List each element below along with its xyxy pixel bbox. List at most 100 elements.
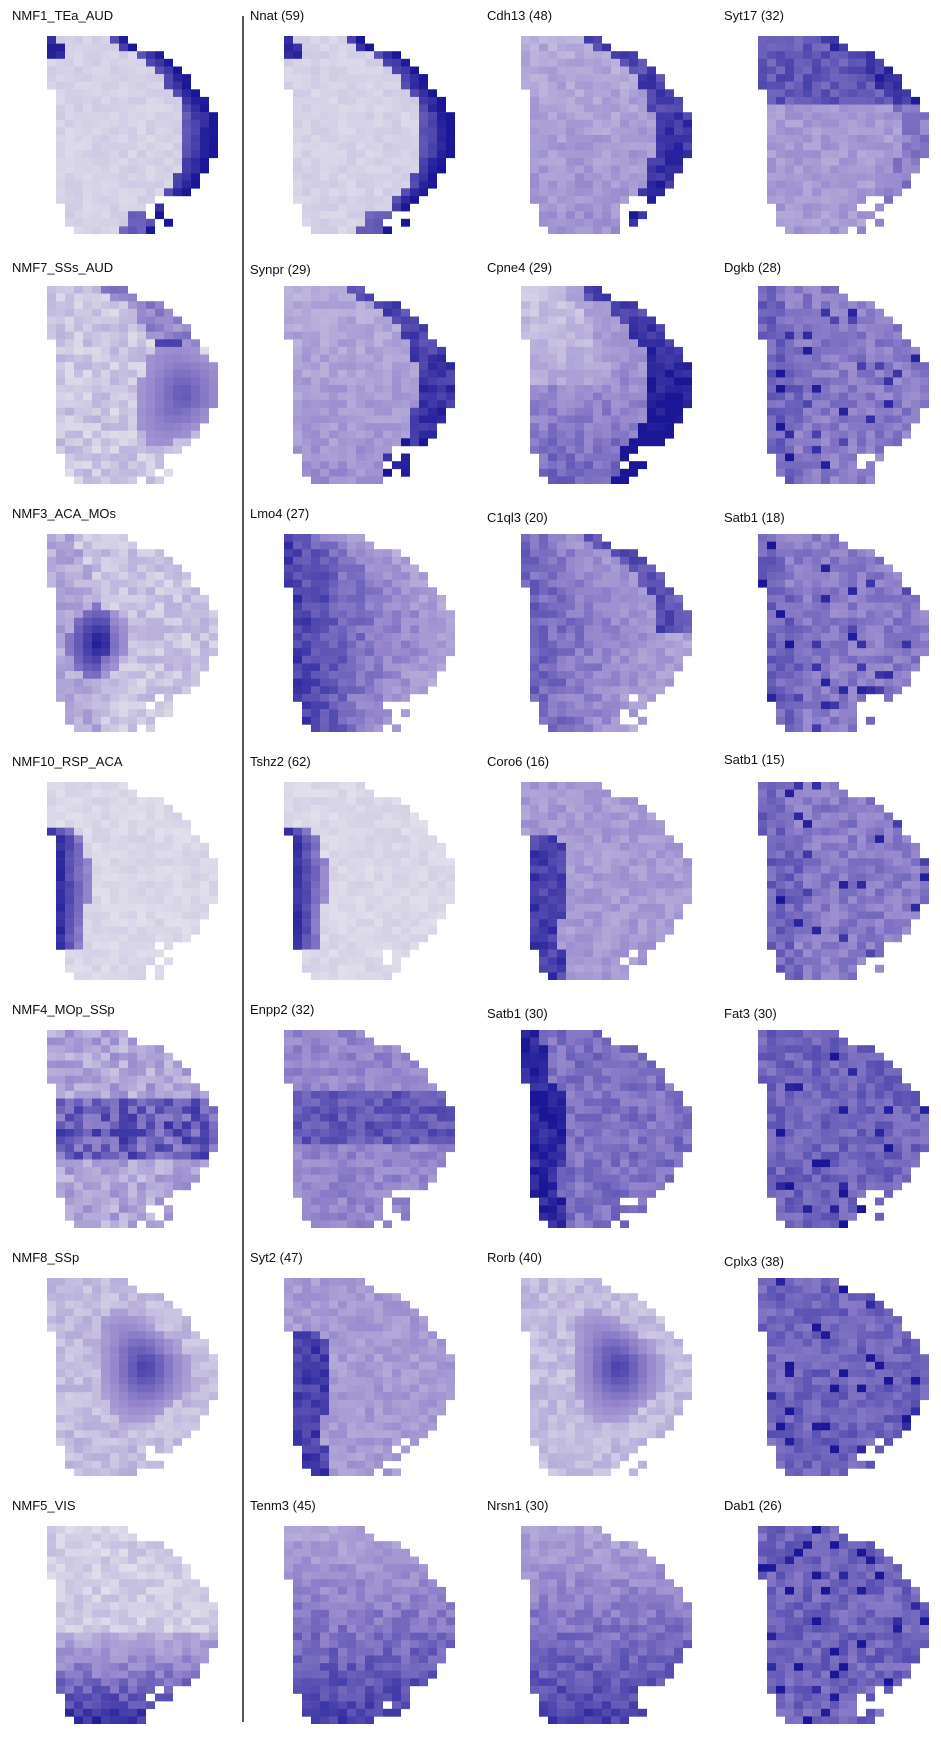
- map-cell: [146, 565, 155, 573]
- map-cell: [302, 377, 311, 385]
- map-cell: [92, 679, 101, 687]
- map-cell: [191, 835, 200, 843]
- map-cell: [101, 717, 110, 725]
- map-cell: [794, 324, 803, 332]
- map-cell: [638, 67, 647, 75]
- map-cell: [602, 476, 611, 484]
- map-cell: [839, 143, 848, 151]
- map-cell: [812, 671, 821, 679]
- map-cell: [74, 587, 83, 595]
- map-cell: [374, 694, 383, 702]
- map-cell: [128, 120, 137, 128]
- map-cell: [419, 332, 428, 340]
- map-cell: [338, 135, 347, 143]
- map-cell: [101, 873, 110, 881]
- map-cell: [521, 286, 530, 294]
- map-cell: [611, 188, 620, 196]
- map-cell: [548, 74, 557, 82]
- map-cell: [101, 896, 110, 904]
- map-cell: [539, 324, 548, 332]
- map-cell: [128, 166, 137, 174]
- map-cell: [128, 843, 137, 851]
- map-cell: [410, 362, 419, 370]
- map-cell: [392, 82, 401, 90]
- map-cell: [821, 724, 830, 732]
- map-cell: [647, 74, 656, 82]
- map-cell: [164, 889, 173, 897]
- map-cell: [428, 664, 437, 672]
- map-cell: [410, 105, 419, 113]
- map-cell: [539, 580, 548, 588]
- map-cell: [191, 679, 200, 687]
- map-cell: [674, 603, 683, 611]
- map-cell: [74, 805, 83, 813]
- map-cell: [173, 431, 182, 439]
- map-cell: [338, 120, 347, 128]
- map-cell: [611, 618, 620, 626]
- map-cell: [593, 557, 602, 565]
- map-cell: [410, 377, 419, 385]
- panel: Cpne4 (29): [484, 252, 716, 500]
- map-cell: [656, 423, 665, 431]
- map-cell: [437, 393, 446, 401]
- map-cell: [83, 641, 92, 649]
- map-cell: [137, 219, 146, 227]
- map-cell: [155, 408, 164, 416]
- map-cell: [602, 370, 611, 378]
- map-cell: [821, 580, 830, 588]
- map-cell: [593, 181, 602, 189]
- map-cell: [182, 347, 191, 355]
- map-cell: [638, 641, 647, 649]
- map-cell: [83, 150, 92, 158]
- map-cell: [638, 400, 647, 408]
- map-cell: [803, 97, 812, 105]
- map-cell: [311, 196, 320, 204]
- map-cell: [401, 127, 410, 135]
- map-cell: [173, 851, 182, 859]
- map-cell: [164, 438, 173, 446]
- map-cell: [530, 105, 539, 113]
- map-cell: [110, 347, 119, 355]
- map-cell: [302, 431, 311, 439]
- map-cell: [557, 219, 566, 227]
- map-cell: [548, 211, 557, 219]
- map-cell: [839, 135, 848, 143]
- map-cell: [311, 603, 320, 611]
- map-cell: [911, 105, 920, 113]
- map-cell: [647, 120, 656, 128]
- map-cell: [620, 67, 629, 75]
- map-cell: [776, 664, 785, 672]
- map-cell: [857, 694, 866, 702]
- map-cell: [875, 355, 884, 363]
- map-cell: [110, 377, 119, 385]
- map-cell: [419, 158, 428, 166]
- map-cell: [902, 618, 911, 626]
- map-cell: [209, 873, 218, 881]
- map-cell: [812, 135, 821, 143]
- map-cell: [848, 377, 857, 385]
- map-cell: [557, 377, 566, 385]
- map-cell: [365, 618, 374, 626]
- map-cell: [419, 97, 428, 105]
- map-cell: [620, 158, 629, 166]
- map-cell: [920, 393, 929, 401]
- map-cell: [776, 542, 785, 550]
- map-cell: [110, 625, 119, 633]
- map-cell: [302, 671, 311, 679]
- map-cell: [785, 44, 794, 52]
- map-cell: [128, 461, 137, 469]
- map-cell: [830, 408, 839, 416]
- map-cell: [539, 664, 548, 672]
- map-cell: [848, 416, 857, 424]
- map-cell: [611, 717, 620, 725]
- map-cell: [401, 355, 410, 363]
- map-cell: [128, 438, 137, 446]
- map-cell: [866, 377, 875, 385]
- map-cell: [329, 656, 338, 664]
- map-cell: [311, 362, 320, 370]
- map-cell: [410, 370, 419, 378]
- map-cell: [128, 416, 137, 424]
- map-cell: [320, 603, 329, 611]
- map-cell: [347, 181, 356, 189]
- map-cell: [74, 301, 83, 309]
